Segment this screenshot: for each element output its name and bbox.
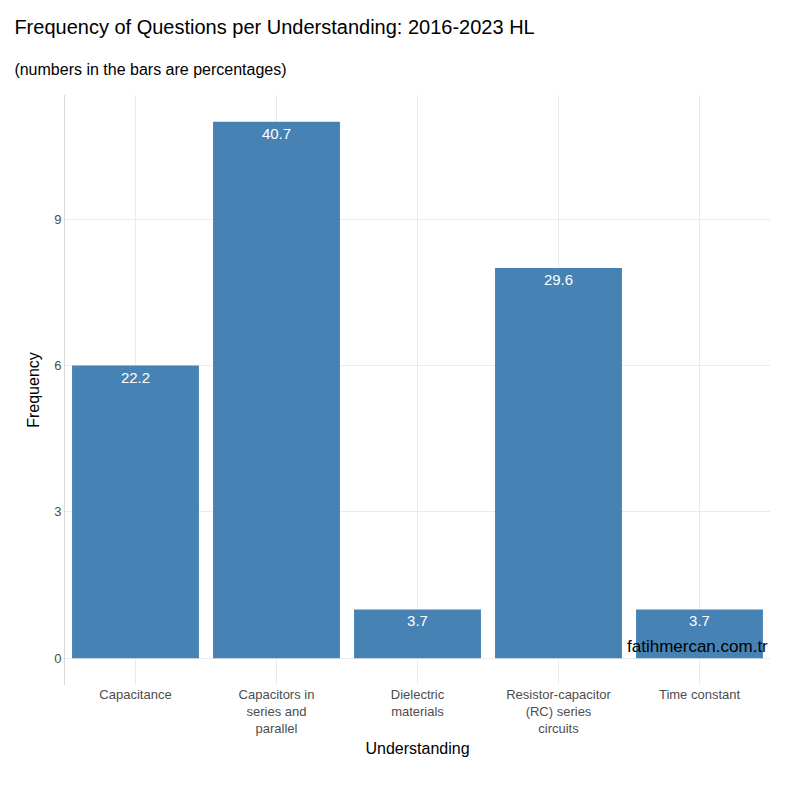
svg-text:Frequency of Questions per Und: Frequency of Questions per Understanding… — [14, 16, 534, 38]
svg-text:(numbers in the bars are perce: (numbers in the bars are percentages) — [14, 61, 286, 78]
svg-text:3.7: 3.7 — [407, 612, 428, 629]
svg-text:Understanding: Understanding — [365, 740, 469, 757]
svg-text:9: 9 — [54, 212, 61, 227]
svg-text:22.2: 22.2 — [121, 369, 150, 386]
svg-text:40.7: 40.7 — [262, 125, 291, 142]
svg-text:Capacitance: Capacitance — [99, 687, 171, 702]
svg-text:Capacitors inseries andparalle: Capacitors inseries andparallel — [239, 687, 315, 736]
svg-text:Resistor-capacitor(RC) seriesc: Resistor-capacitor(RC) seriescircuits — [506, 687, 611, 736]
svg-text:Time constant: Time constant — [659, 687, 741, 702]
svg-text:fatihmercan.com.tr: fatihmercan.com.tr — [627, 637, 768, 656]
svg-text:Dielectricmaterials: Dielectricmaterials — [391, 687, 445, 719]
svg-text:0: 0 — [54, 651, 61, 666]
svg-text:3.7: 3.7 — [689, 612, 710, 629]
svg-text:3: 3 — [54, 504, 61, 519]
svg-text:29.6: 29.6 — [544, 271, 573, 288]
svg-text:6: 6 — [54, 358, 61, 373]
svg-text:Frequency: Frequency — [25, 352, 42, 428]
